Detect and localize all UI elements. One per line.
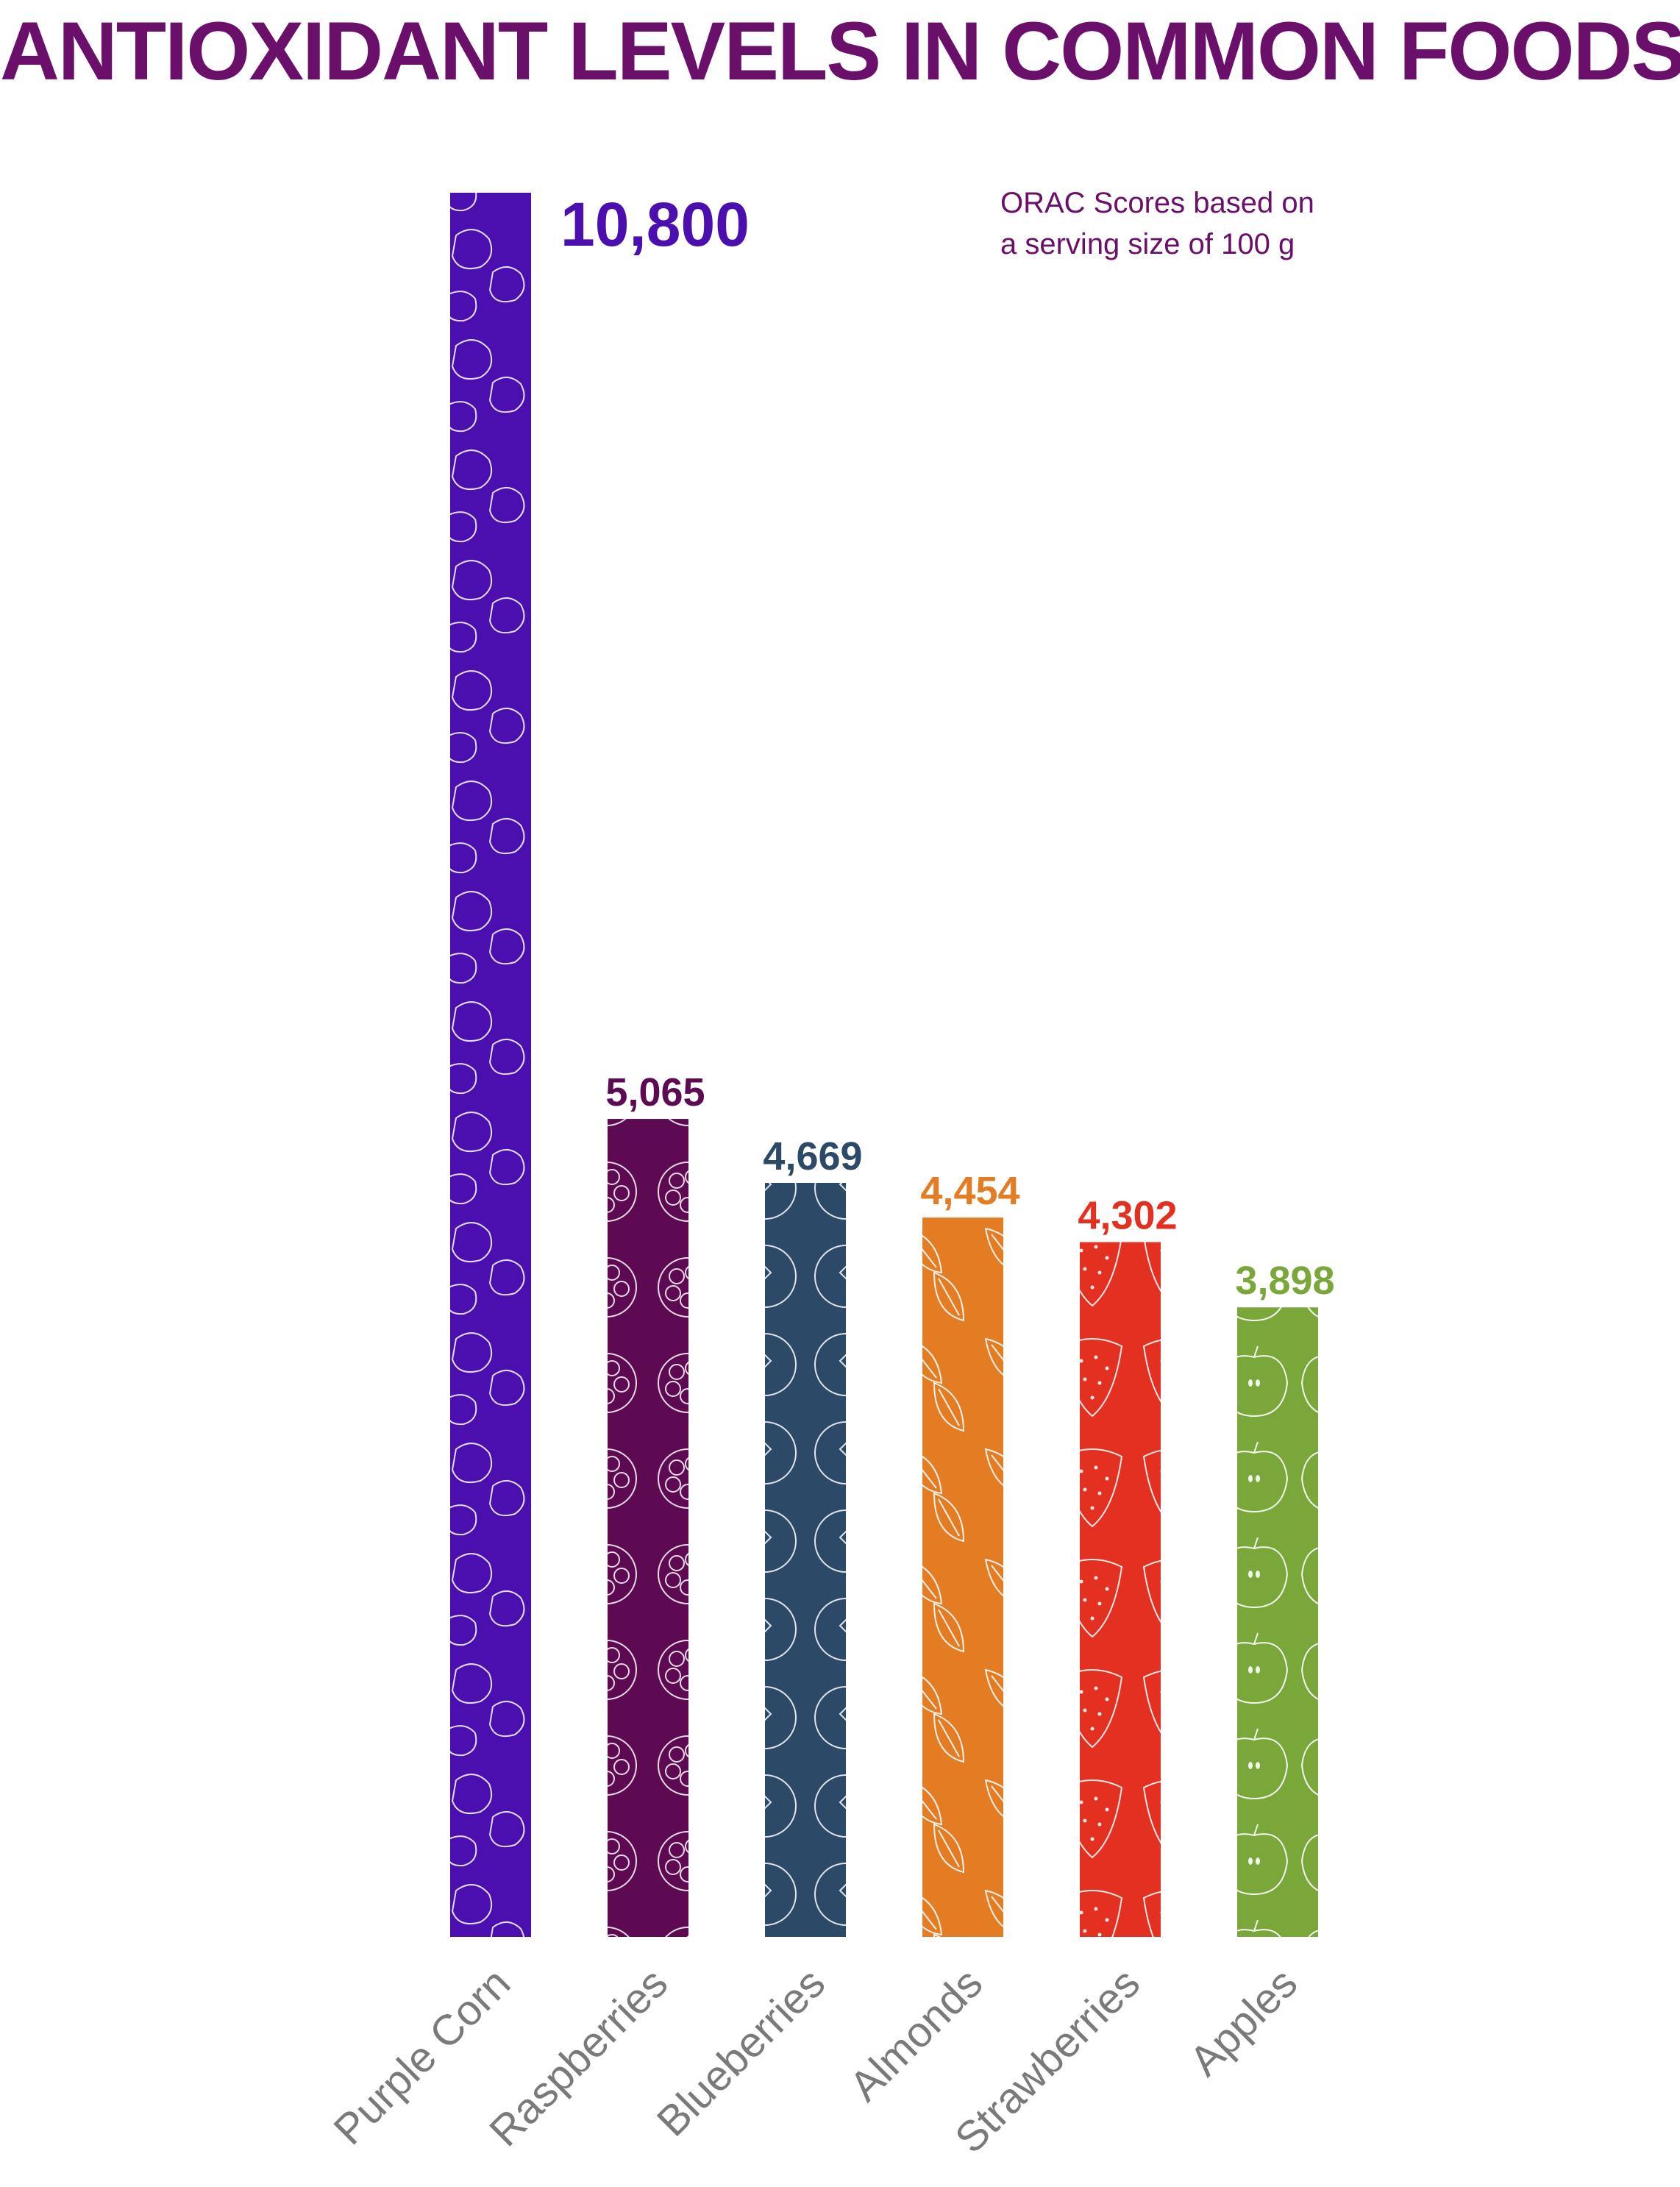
category-label-apples: Apples — [1181, 1959, 1306, 2085]
chart-note: ORAC Scores based on a serving size of 1… — [1000, 182, 1368, 265]
bar-pattern-apples — [1237, 1307, 1318, 1937]
note-line-1: ORAC Scores based on — [1000, 187, 1314, 219]
value-label-raspberries: 5,065 — [605, 1070, 705, 1114]
page-title: ANTIOXIDANT LEVELS IN COMMON FOODS — [0, 5, 1680, 97]
bar-pattern-strawberries — [1080, 1242, 1161, 1937]
value-label-purple-corn: 10,800 — [560, 190, 750, 259]
category-label-almonds: Almonds — [841, 1959, 992, 2110]
bar-pattern-blueberries — [765, 1182, 846, 1937]
value-label-almonds: 4,454 — [920, 1169, 1019, 1213]
bar-blueberries — [765, 1182, 846, 1937]
bar-purple-corn — [450, 193, 531, 1937]
bar-pattern-raspberries — [608, 1119, 688, 1937]
bar-raspberries — [608, 1119, 688, 1937]
value-label-apples: 3,898 — [1235, 1259, 1334, 1303]
bar-almonds — [922, 1217, 1003, 1937]
bar-strawberries — [1080, 1242, 1161, 1937]
bar-apples — [1237, 1307, 1318, 1937]
bar-pattern-purple-corn — [450, 193, 531, 1937]
note-line-2: a serving size of 100 g — [1000, 228, 1295, 260]
bar-pattern-almonds — [922, 1217, 1003, 1937]
category-label-blueberries: Blueberries — [648, 1959, 834, 2145]
value-label-blueberries: 4,669 — [763, 1134, 862, 1178]
value-label-strawberries: 4,302 — [1078, 1194, 1177, 1238]
